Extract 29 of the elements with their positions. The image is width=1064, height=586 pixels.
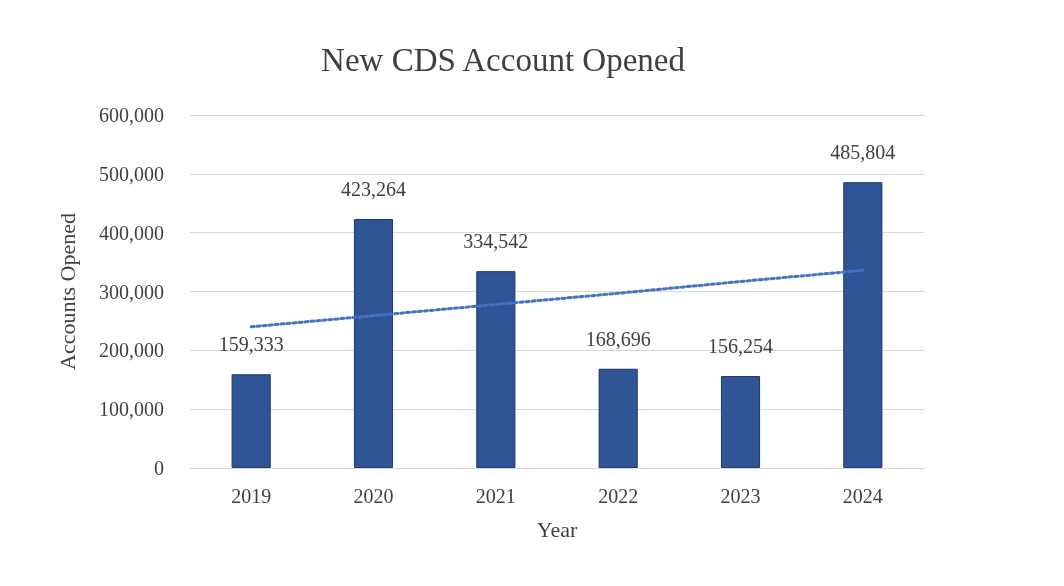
x-tick-label: 2023 <box>720 485 761 507</box>
x-axis-title: Year <box>536 516 578 542</box>
y-tick-label: 0 <box>154 457 164 479</box>
bar <box>353 218 394 468</box>
y-tick-label: 200,000 <box>99 339 164 362</box>
x-tick-label: 2022 <box>598 485 639 507</box>
bar <box>598 368 638 468</box>
y-tick-label: 300,000 <box>99 280 164 303</box>
data-label: 334,542 <box>463 230 529 253</box>
y-tick-label: 500,000 <box>99 162 164 185</box>
y-tick-label: 100,000 <box>99 398 164 421</box>
bar <box>843 182 883 468</box>
bar <box>476 271 516 468</box>
y-axis-title: Accounts Opened <box>54 212 80 371</box>
x-tick-label: 2021 <box>475 485 516 507</box>
y-tick-label: 400,000 <box>99 221 164 244</box>
data-label: 485,804 <box>830 141 896 164</box>
data-label: 156,254 <box>708 335 773 358</box>
data-label: 168,696 <box>585 327 651 350</box>
bar <box>720 376 761 468</box>
line-series <box>249 268 865 329</box>
data-label: 159,333 <box>218 333 284 356</box>
data-label: 423,264 <box>341 177 406 200</box>
x-tick-label: 2024 <box>842 485 883 507</box>
x-tick-label: 2019 <box>231 485 272 507</box>
y-tick-label: 600,000 <box>99 104 164 126</box>
chart-title: New CDS Account Opened <box>321 41 686 78</box>
x-tick-label: 2020 <box>353 485 394 507</box>
bar <box>231 374 271 468</box>
